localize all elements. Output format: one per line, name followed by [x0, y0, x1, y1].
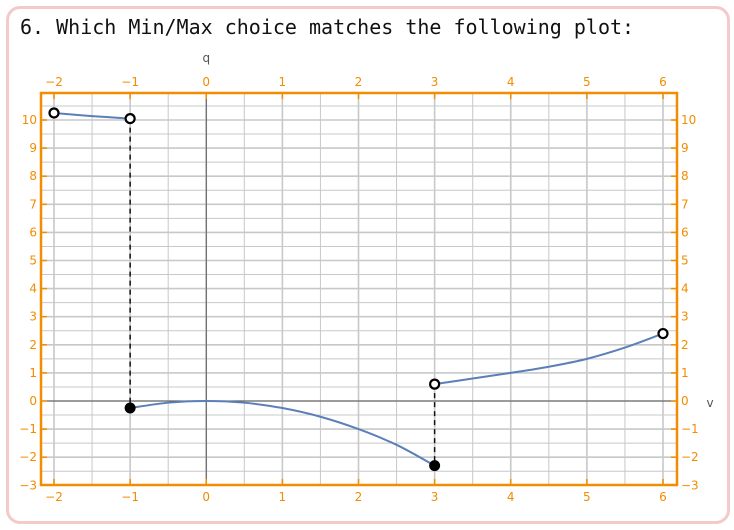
- x-tick-label-top: 0: [202, 75, 210, 89]
- y-tick-label-right: −3: [681, 478, 699, 492]
- y-tick-label-right: 7: [681, 197, 689, 211]
- x-tick-label-bottom: 1: [279, 490, 287, 504]
- y-tick-label-right: −2: [681, 450, 699, 464]
- y-tick-label-left: 5: [29, 254, 37, 268]
- y-tick-label-right: 6: [681, 225, 689, 239]
- y-tick-label-left: 6: [29, 225, 37, 239]
- x-tick-label-top: 2: [355, 75, 363, 89]
- y-tick-label-left: −1: [19, 422, 37, 436]
- y-tick-label-left: 1: [29, 366, 37, 380]
- y-tick-label-right: 10: [681, 113, 696, 127]
- y-tick-label-right: 8: [681, 169, 689, 183]
- y-tick-label-left: 3: [29, 310, 37, 324]
- x-tick-label-top: 1: [279, 75, 287, 89]
- closed-point: [124, 402, 136, 414]
- y-tick-label-right: −1: [681, 422, 699, 436]
- curve-segment-1: [53, 111, 131, 120]
- open-point: [124, 112, 136, 125]
- x-tick-label-bottom: 4: [507, 490, 515, 504]
- y-tick-label-right: 9: [681, 141, 689, 155]
- y-tick-label-right: 4: [681, 282, 689, 296]
- open-point: [429, 378, 441, 390]
- curve-segment-3: [434, 332, 664, 386]
- x-tick-label-top: 5: [583, 75, 591, 89]
- y-tick-label-left: −2: [19, 450, 37, 464]
- question-text: 6. Which Min/Max choice matches the foll…: [20, 15, 635, 39]
- y-tick-label-right: 5: [681, 254, 689, 268]
- x-tick-label-top: 4: [507, 75, 515, 89]
- closed-point: [429, 460, 441, 472]
- y-tick-label-left: 9: [29, 141, 37, 155]
- y-tick-label-right: 3: [681, 310, 689, 324]
- open-point: [48, 107, 60, 119]
- x-tick-label-bottom: 2: [355, 490, 363, 504]
- y-tick-label-left: 4: [29, 282, 37, 296]
- x-tick-label-bottom: −1: [121, 490, 139, 504]
- x-tick-label-bottom: 3: [431, 490, 439, 504]
- y-tick-label-right: 0: [681, 394, 689, 408]
- open-point: [657, 327, 669, 340]
- x-tick-label-top: −2: [45, 75, 63, 89]
- x-tick-label-bottom: 5: [583, 490, 591, 504]
- curve-segment-2: [129, 399, 436, 467]
- y-tick-label-right: 1: [681, 366, 689, 380]
- x-tick-label-top: 3: [431, 75, 439, 89]
- x-tick-label-bottom: −2: [45, 490, 63, 504]
- y-tick-label-left: −3: [19, 478, 37, 492]
- x-tick-label-top: 6: [659, 75, 667, 89]
- x-tick-label-bottom: 6: [659, 490, 667, 504]
- y-tick-label-right: 2: [681, 338, 689, 352]
- y-tick-label-left: 7: [29, 197, 37, 211]
- y-tick-label-left: 2: [29, 338, 37, 352]
- y-tick-label-left: 8: [29, 169, 37, 183]
- y-tick-label-left: 0: [29, 394, 37, 408]
- x-axis-label: v: [706, 396, 713, 410]
- x-tick-label-top: −1: [121, 75, 139, 89]
- x-tick-label-bottom: 0: [202, 490, 210, 504]
- y-axis-label: q: [202, 51, 210, 65]
- y-tick-label-left: 10: [22, 113, 37, 127]
